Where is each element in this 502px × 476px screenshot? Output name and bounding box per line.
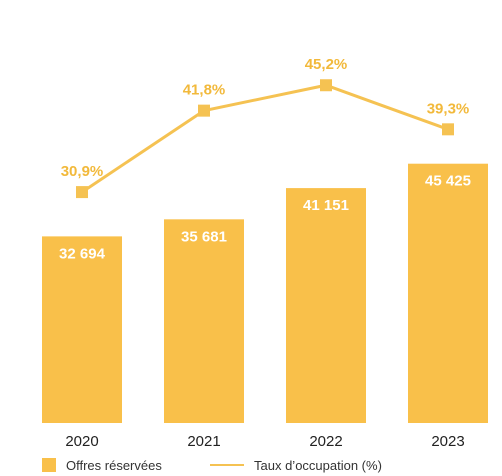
bar-series: 32 694 35 681 41 151 45 425: [42, 163, 488, 423]
line-marker-2021: [198, 104, 210, 117]
x-tick-2022: 2022: [309, 433, 342, 450]
occupancy-line: [81, 83, 449, 194]
bar-label-2021: 35 681: [181, 228, 227, 245]
line-label-2023: 39,3%: [427, 100, 470, 117]
line-label-2021: 41,8%: [183, 82, 226, 99]
line-label-2020: 30,9%: [61, 163, 104, 180]
line-series: 30,9% 41,8% 45,2% 39,3%: [61, 56, 470, 199]
bar-2020: [42, 236, 122, 423]
legend-swatch-bars: [42, 458, 56, 472]
bar-label-2023: 45 425: [425, 173, 471, 190]
line-label-2022: 45,2%: [305, 56, 348, 73]
bar-2022: [286, 188, 366, 423]
line-marker-2023: [442, 123, 454, 136]
bar-label-2022: 41 151: [303, 197, 349, 214]
bar-2023: [408, 163, 488, 423]
bar-label-2020: 32 694: [59, 245, 106, 262]
legend: Offres réservées Taux d’occupation (%): [42, 458, 382, 473]
line-marker-2020: [76, 186, 88, 199]
line-marker-2022: [320, 79, 332, 92]
x-axis: 2020 2021 2022 2023: [65, 433, 464, 450]
legend-label-bars: Offres réservées: [66, 458, 162, 473]
x-tick-2020: 2020: [65, 433, 98, 450]
x-tick-2021: 2021: [187, 433, 220, 450]
x-tick-2023: 2023: [431, 433, 464, 450]
bar-2021: [164, 219, 244, 423]
legend-label-line: Taux d’occupation (%): [254, 458, 382, 473]
